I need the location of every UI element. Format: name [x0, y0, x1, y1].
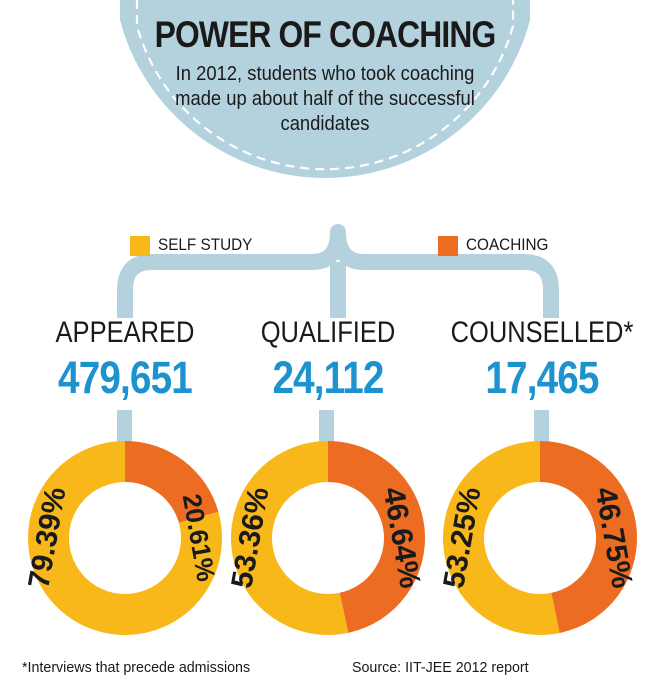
stem-counselled — [534, 410, 549, 450]
donut-slice-appeared-self-study — [28, 441, 223, 635]
bracket-connector — [117, 224, 559, 318]
donut-slice-counselled-coaching — [540, 441, 637, 633]
stat-label-qualified: QUALIFIED — [260, 316, 396, 349]
stem-qualified — [319, 410, 334, 450]
legend-label-coaching: COACHING — [466, 235, 549, 254]
stat-value-qualified: 24,112 — [272, 352, 384, 403]
page-title: POWER OF COACHING — [154, 14, 497, 55]
bubble-dashed-border — [135, 0, 515, 171]
page-subtitle: In 2012, students who took coaching made… — [175, 63, 475, 135]
legend-swatch-self-study — [130, 236, 150, 256]
source-note: Source: IIT-JEE 2012 report — [352, 659, 529, 676]
stem-appeared — [117, 410, 132, 450]
legend-swatch-coaching — [438, 236, 458, 256]
footnote: *Interviews that precede admissions — [22, 659, 251, 676]
donut-charts: 79.39% 20.61% 53.36% 46.64% 53.25% 46.75% — [22, 441, 639, 635]
donut-slice-qualified-coaching — [328, 441, 425, 633]
donut-slice-appeared-coaching — [125, 441, 219, 523]
stat-value-counselled: 17,465 — [485, 352, 599, 403]
donut-slice-counselled-self-study — [442, 441, 560, 635]
stat-label-appeared: APPEARED — [55, 316, 195, 349]
stat-value-appeared: 479,651 — [58, 352, 193, 403]
donut-slice-qualified-self-study — [230, 441, 349, 635]
legend-label-self-study: SELF STUDY — [158, 235, 253, 254]
stat-label-counselled: COUNSELLED* — [450, 316, 634, 349]
title-bubble — [120, 0, 530, 178]
